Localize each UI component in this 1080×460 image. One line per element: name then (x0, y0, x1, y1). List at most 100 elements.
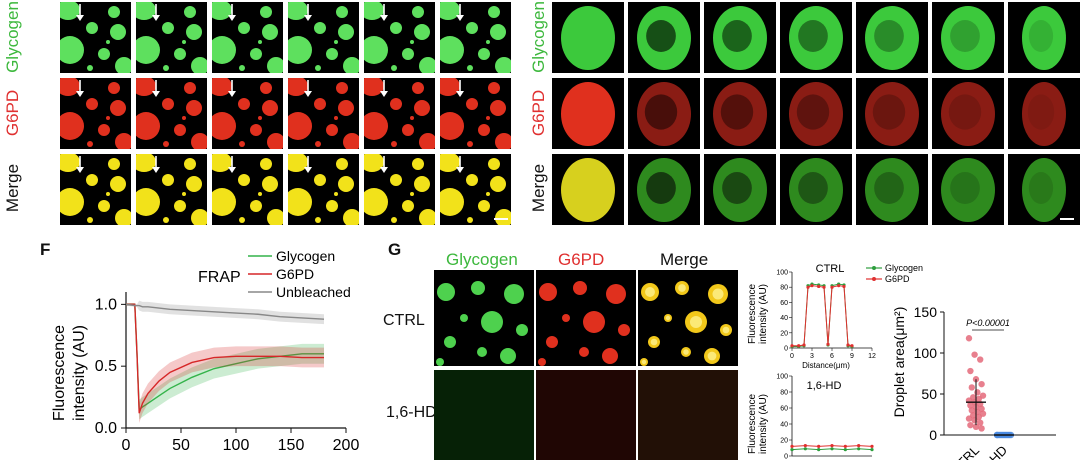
droplet (212, 2, 232, 20)
droplet (391, 65, 397, 71)
droplet (136, 188, 160, 216)
droplet (60, 36, 84, 64)
micrograph-tile (288, 2, 359, 73)
droplet (212, 78, 232, 96)
arrow-head-icon (76, 15, 84, 21)
profile-y-tick-label: 40 (780, 422, 788, 429)
droplet (579, 347, 589, 357)
droplet (440, 188, 464, 216)
tile-image (789, 6, 843, 70)
droplet (115, 57, 131, 73)
profile-point (830, 447, 834, 451)
droplet (546, 336, 558, 348)
arrow-head-icon (228, 15, 236, 21)
panel-g-label: G (388, 240, 402, 259)
droplet (174, 200, 186, 212)
frap-x-tick-label: 0 (122, 437, 131, 454)
g-ctrl-tile (434, 270, 534, 366)
g-row-ctrl: CTRL (383, 312, 425, 329)
droplet (326, 124, 338, 136)
bleach-spot (798, 20, 828, 52)
bleach-spot (720, 94, 754, 130)
profile-y-tick-label: 20 (780, 330, 788, 337)
g-hd-tile (536, 370, 636, 460)
droplet (490, 100, 506, 116)
droplet (86, 174, 98, 186)
frap-series (125, 300, 325, 424)
panel-f-label: F (40, 240, 51, 259)
droplet (486, 116, 490, 120)
droplet (602, 348, 618, 364)
droplet (390, 22, 402, 34)
droplet (436, 358, 444, 366)
micrograph-tile (628, 78, 700, 149)
droplet-core (665, 315, 671, 321)
droplet (110, 176, 126, 192)
droplet (250, 48, 262, 60)
droplet-core (712, 288, 724, 300)
bleach-spot (796, 94, 830, 130)
droplet (402, 200, 414, 212)
micrograph-tile (552, 154, 624, 225)
droplet (86, 22, 98, 34)
droplet (334, 116, 338, 120)
tile-image (538, 281, 630, 366)
profile-hd-axes: 0 20 40 60 80 100 (776, 374, 872, 460)
droplet (562, 314, 570, 322)
frap-x-tick-label: 100 (223, 437, 250, 454)
micrograph-tile (288, 154, 359, 225)
droplet (516, 324, 528, 336)
droplet (440, 36, 464, 64)
arrow-head-icon (76, 91, 84, 97)
droplet (315, 217, 321, 223)
droplet (495, 133, 511, 149)
droplet-core (645, 287, 655, 297)
arrow-head-icon (380, 15, 388, 21)
profile-y-tick-label: 80 (780, 390, 788, 397)
profile-point (843, 448, 847, 452)
droplet (174, 124, 186, 136)
tile-image (288, 2, 359, 73)
micrograph-tile (60, 154, 131, 225)
droplet (87, 141, 93, 147)
droplet (478, 48, 490, 60)
tile-image (1022, 6, 1066, 70)
profile-point (857, 444, 861, 448)
arrow-head-icon (304, 167, 312, 173)
droplet (262, 24, 278, 40)
droplet (1022, 82, 1066, 146)
droplet-core (722, 326, 730, 334)
micrograph-tile (856, 2, 928, 73)
profile-point (790, 444, 794, 448)
droplet (414, 100, 430, 116)
g-row-hd: 1,6-HD (386, 404, 437, 421)
scatter-y-tick-label: 100 (914, 345, 938, 361)
droplet (212, 36, 236, 64)
micrograph-tile (628, 154, 700, 225)
scatter-point (977, 419, 984, 426)
profile-point (842, 284, 846, 289)
droplet (440, 154, 460, 172)
droplet (466, 174, 478, 186)
profile-y-tick-label: 100 (776, 270, 788, 277)
tile-image (212, 2, 283, 73)
tile-image (60, 154, 131, 225)
bleach-spot (722, 172, 752, 204)
droplet (478, 124, 490, 136)
tile-image (60, 2, 131, 73)
scatter-point (972, 376, 980, 383)
droplet (495, 57, 511, 73)
droplet (504, 284, 524, 304)
micrograph-tile (704, 2, 776, 73)
droplet (561, 158, 615, 222)
droplet (288, 2, 308, 20)
droplet (239, 141, 245, 147)
micrograph-tile (364, 2, 435, 73)
droplet (364, 36, 388, 64)
droplet (239, 65, 245, 71)
tile-image (941, 6, 995, 70)
profile-line-glycogen (792, 283, 853, 347)
droplet (471, 281, 485, 295)
profile-ctrl-axes: 0 20 40 60 80 100 0 3 6 9 12 (776, 270, 876, 361)
tile-image (561, 6, 615, 70)
